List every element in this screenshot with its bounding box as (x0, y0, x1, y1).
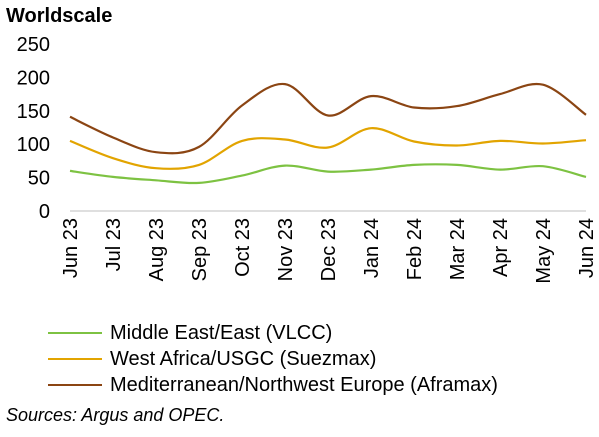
x-tick-label: Nov 23 (275, 218, 297, 281)
series-line-suezmax (69, 127, 587, 170)
x-tick-label: Apr 24 (490, 218, 512, 277)
y-tick-label: 150 (17, 101, 50, 123)
x-tick-label: Jan 24 (361, 218, 383, 278)
legend-swatch-vlcc (48, 332, 102, 334)
legend-label-suezmax: West Africa/USGC (Suezmax) (110, 348, 377, 370)
y-tick-label: 250 (17, 34, 50, 56)
legend-label-aframax: Mediterranean/Northwest Europe (Aframax) (110, 374, 498, 396)
x-tick-label: Dec 23 (318, 218, 340, 281)
y-tick-label: 50 (28, 168, 50, 190)
x-tick-label: Jun 23 (60, 218, 82, 278)
y-tick-label: 100 (17, 134, 50, 156)
source-note: Sources: Argus and OPEC. (6, 405, 225, 425)
legend-item-suezmax: West Africa/USGC (Suezmax) (48, 346, 498, 372)
legend-item-aframax: Mediterranean/Northwest Europe (Aframax) (48, 372, 498, 398)
x-tick-label: Mar 24 (447, 218, 469, 280)
x-axis-ticks: Jun 23 Jul 23 Aug 23 Sep 23 Oct 23 Nov 23 Dec … (60, 218, 598, 284)
y-tick-label: 0 (39, 201, 50, 223)
x-tick-label: May 24 (533, 218, 555, 284)
x-tick-label: Feb 24 (404, 218, 426, 280)
legend-swatch-suezmax (48, 358, 102, 360)
legend-item-vlcc: Middle East/East (VLCC) (48, 320, 498, 346)
legend: Middle East/East (VLCC) West Africa/USGC… (48, 320, 498, 398)
y-axis-ticks: 0 50 100 150 200 250 (17, 34, 50, 223)
y-axis-label: Worldscale (6, 5, 112, 27)
y-tick-label: 200 (17, 67, 50, 89)
x-tick-label: Jul 23 (103, 218, 125, 271)
line-chart: Worldscale 0 50 100 150 200 250 Jun 23 Jul 23 A… (6, 5, 598, 284)
legend-swatch-aframax (48, 384, 102, 386)
x-tick-label: Jun 24 (576, 218, 598, 278)
series-line-aframax (69, 82, 587, 155)
x-tick-label: Sep 23 (189, 218, 211, 281)
x-tick-label: Aug 23 (146, 218, 168, 281)
x-tick-label: Oct 23 (232, 218, 254, 277)
legend-label-vlcc: Middle East/East (VLCC) (110, 322, 333, 344)
series-line-vlcc (69, 163, 587, 185)
series-lines (69, 82, 587, 185)
